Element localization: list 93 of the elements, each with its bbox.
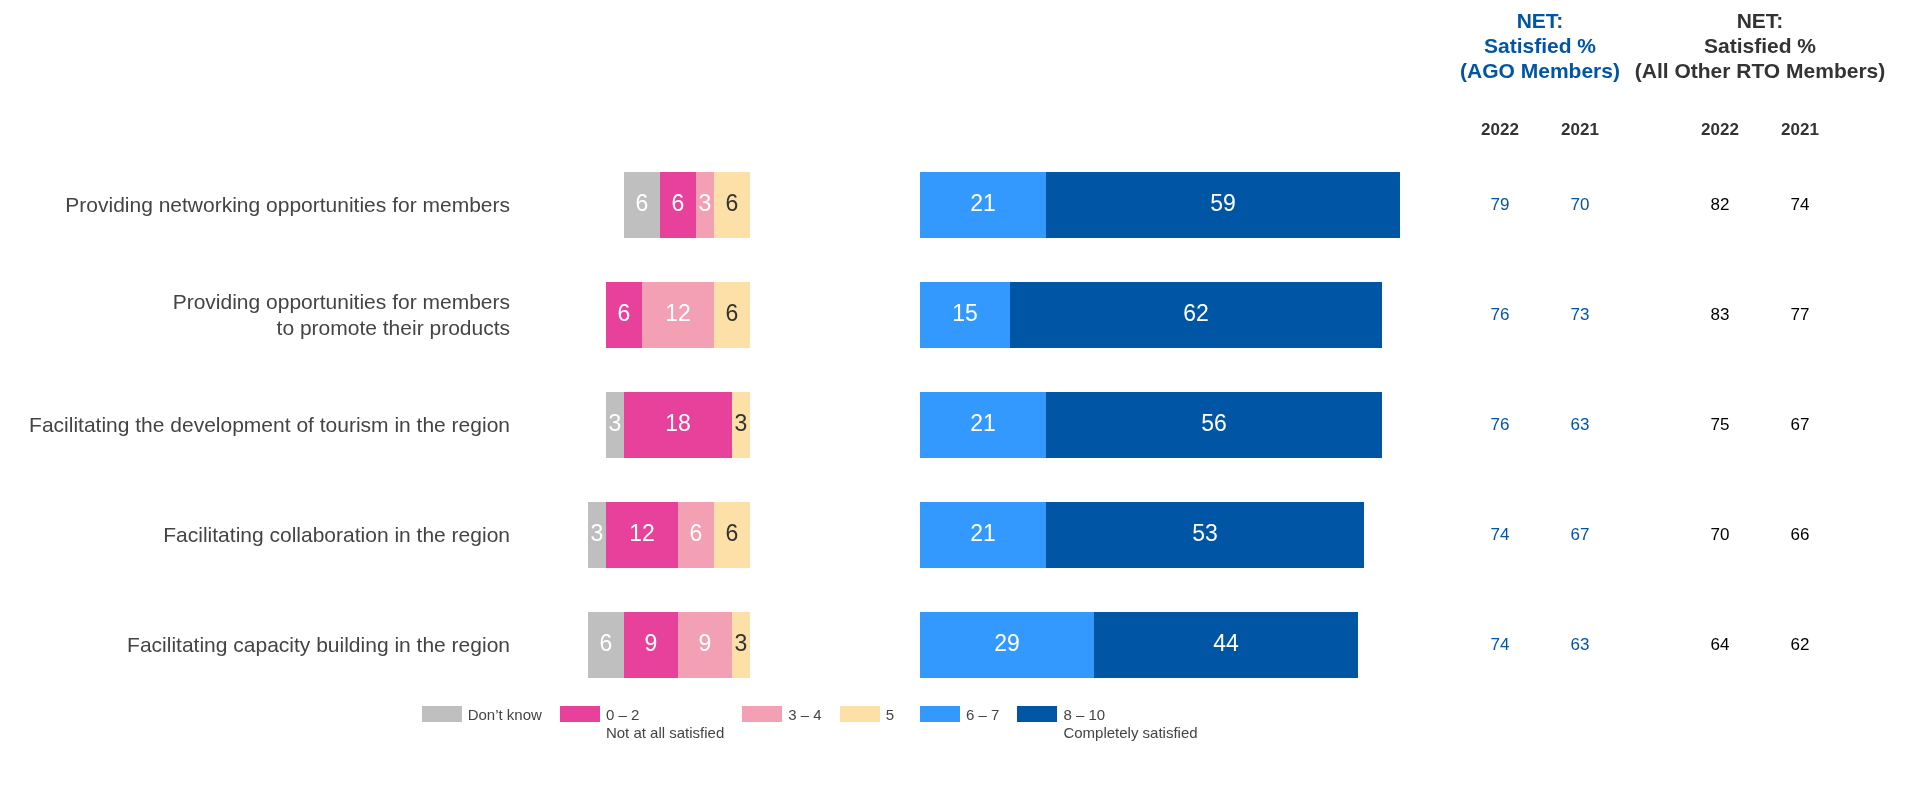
data-label: 3 xyxy=(698,190,712,217)
legend-label: 8 – 10 Completely satisfied xyxy=(1063,706,1198,742)
bar xyxy=(1046,502,1364,568)
data-label: 3 xyxy=(608,410,622,437)
data-label: 6 xyxy=(725,190,739,217)
bar xyxy=(1094,612,1358,678)
data-label: 21 xyxy=(970,190,996,217)
bar xyxy=(732,392,750,458)
bar xyxy=(1046,392,1382,458)
bar xyxy=(678,502,714,568)
data-label: 6 xyxy=(635,190,649,217)
data-label: 3 xyxy=(734,410,748,437)
data-label: 6 xyxy=(599,630,613,657)
text: 75 xyxy=(1709,415,1731,435)
text: 62 xyxy=(1789,635,1811,655)
bar xyxy=(920,612,1094,678)
bar xyxy=(606,282,642,348)
data-label: 62 xyxy=(1183,300,1209,327)
legend-label: 6 – 7 xyxy=(966,706,1000,724)
text: 73 xyxy=(1569,305,1591,325)
bar xyxy=(714,282,750,348)
text: 67 xyxy=(1789,415,1811,435)
text: NET: Satisfied % (AGO Members) xyxy=(1460,9,1620,83)
text: NET: Satisfied % (All Other RTO Members) xyxy=(1633,8,1887,84)
text: 77 xyxy=(1789,305,1811,325)
bar xyxy=(642,282,714,348)
text: 67 xyxy=(1569,525,1591,545)
y-tick-label: Facilitating the development of tourism in the region xyxy=(28,411,510,438)
bar xyxy=(696,172,714,238)
bar xyxy=(714,172,750,238)
legend-label: 5 xyxy=(885,706,894,724)
data-label: 12 xyxy=(629,520,655,547)
data-label: 6 xyxy=(689,520,703,547)
bar xyxy=(920,502,1046,568)
data-label: 21 xyxy=(970,520,996,547)
y-tick-label: Facilitating capacity building in the region xyxy=(126,631,510,658)
text: 82 xyxy=(1709,195,1731,215)
text: 76 xyxy=(1489,305,1511,325)
data-label: 59 xyxy=(1210,190,1236,217)
text: 74 xyxy=(1489,525,1511,545)
bar xyxy=(678,612,732,678)
text: 79 xyxy=(1489,195,1511,215)
text: 63 xyxy=(1569,415,1591,435)
text: 83 xyxy=(1709,305,1731,325)
bar xyxy=(732,612,750,678)
bar xyxy=(606,502,678,568)
data-label: 9 xyxy=(644,630,658,657)
y-tick-label: Providing networking opportunities for members xyxy=(64,191,510,218)
data-label: 6 xyxy=(725,520,739,547)
data-label: 6 xyxy=(671,190,685,217)
y-tick-label: Providing opportunities for members to promote their products xyxy=(171,288,510,341)
bar xyxy=(1046,172,1400,238)
bar xyxy=(1010,282,1382,348)
legend-label: 0 – 2 Not at all satisfied xyxy=(605,706,725,742)
text: 70 xyxy=(1569,195,1591,215)
data-label: 3 xyxy=(590,520,604,547)
text: 76 xyxy=(1489,415,1511,435)
category-label: 2021 xyxy=(1780,120,1820,140)
data-label: 12 xyxy=(665,300,691,327)
bar xyxy=(588,502,606,568)
data-label: 9 xyxy=(698,630,712,657)
bar xyxy=(588,612,624,678)
category-label: 2022 xyxy=(1700,120,1740,140)
data-label: 15 xyxy=(952,300,978,327)
category-label: 2022 xyxy=(1480,120,1520,140)
bar xyxy=(920,172,1046,238)
bar xyxy=(920,392,1046,458)
y-tick-label: Facilitating collaboration in the region xyxy=(162,521,510,548)
bar xyxy=(624,392,732,458)
legend-label: Don’t know xyxy=(467,706,542,724)
text: 74 xyxy=(1789,195,1811,215)
bar xyxy=(624,612,678,678)
text: 63 xyxy=(1569,635,1591,655)
bar xyxy=(660,172,696,238)
text: 66 xyxy=(1789,525,1811,545)
data-label: 21 xyxy=(970,410,996,437)
data-label: 18 xyxy=(665,410,691,437)
bar xyxy=(606,392,624,458)
bar xyxy=(714,502,750,568)
data-label: 6 xyxy=(617,300,631,327)
data-label: 3 xyxy=(734,630,748,657)
data-label: 6 xyxy=(725,300,739,327)
data-label: 56 xyxy=(1201,410,1227,437)
text: 64 xyxy=(1709,635,1731,655)
bar xyxy=(920,282,1010,348)
text: 70 xyxy=(1709,525,1731,545)
data-label: 44 xyxy=(1213,630,1239,657)
legend-label: 3 – 4 xyxy=(788,706,822,724)
category-label: 2021 xyxy=(1560,120,1600,140)
bar xyxy=(624,172,660,238)
data-label: 29 xyxy=(994,630,1020,657)
text: 74 xyxy=(1489,635,1511,655)
data-label: 53 xyxy=(1192,520,1218,547)
